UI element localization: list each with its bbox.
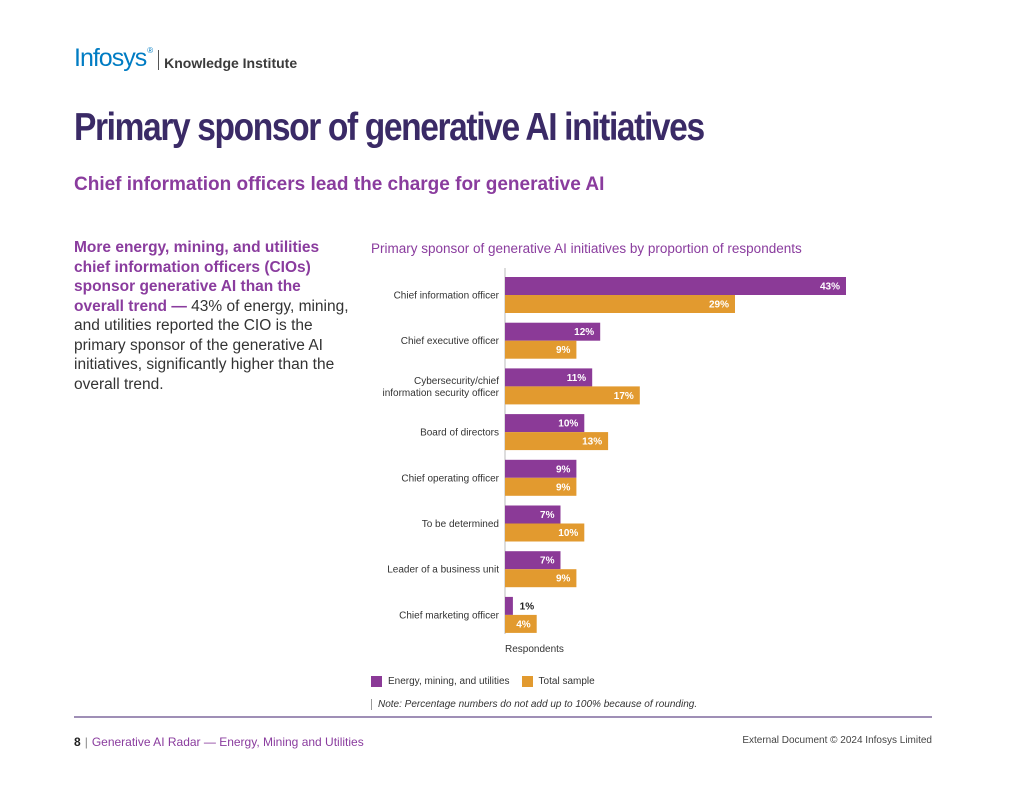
bar-energy	[505, 322, 601, 341]
note-marker	[371, 699, 372, 710]
chart-note: Note: Percentage numbers do not add up t…	[371, 699, 697, 710]
category-label-line: information security officer	[382, 388, 499, 399]
data-label-energy: 10%	[558, 419, 578, 430]
data-label-energy: 7%	[540, 556, 555, 567]
chart-title: Primary sponsor of generative AI initiat…	[371, 241, 802, 256]
x-axis-label: Respondents	[505, 644, 564, 655]
bar-total	[505, 340, 577, 359]
bar-energy	[505, 414, 585, 433]
data-label-energy: 9%	[556, 464, 571, 475]
page-subtitle: Chief information officers lead the char…	[74, 174, 605, 195]
data-label-total: 13%	[582, 437, 602, 448]
category-label-line: Chief executive officer	[401, 336, 500, 347]
bar-energy	[505, 596, 513, 615]
category-label: Chief marketing officer	[399, 610, 500, 621]
bar-total	[505, 477, 577, 496]
page-title: Primary sponsor of generative AI initiat…	[74, 106, 705, 149]
lead-highlight: More energy, mining, and utilities chief…	[74, 239, 320, 315]
bar-energy	[505, 505, 561, 524]
data-label-total: 17%	[614, 391, 634, 402]
data-label-total: 9%	[556, 574, 571, 585]
legend-label-energy: Energy, mining, and utilities	[388, 676, 510, 687]
legend-label-total: Total sample	[538, 676, 595, 687]
bar-energy	[505, 459, 577, 478]
category-label: Board of directors	[420, 428, 499, 439]
data-label-total: 9%	[556, 482, 571, 493]
category-label: Chief executive officer	[401, 336, 500, 347]
data-label-total: 9%	[556, 345, 571, 356]
category-label: Chief operating officer	[401, 473, 499, 484]
data-label-energy: 12%	[574, 327, 594, 338]
bar-chart: Chief information officer 43% 29% Chief exe…	[382, 268, 846, 655]
data-label-total: 29%	[709, 300, 729, 311]
lead-paragraph: More energy, mining, and utilities chief…	[74, 238, 349, 394]
legend-swatch-total	[521, 676, 533, 687]
infosys-logo: Infosys	[74, 44, 147, 72]
data-label-energy: 11%	[567, 373, 587, 384]
data-label-energy: 43%	[820, 282, 840, 293]
category-label: To be determined	[422, 519, 499, 530]
data-label-total: 10%	[558, 528, 578, 539]
category-label-line: Chief information officer	[394, 291, 500, 302]
legend-item-total: Total sample	[521, 676, 595, 687]
report-name: Generative AI Radar — Energy, Mining and…	[91, 735, 364, 749]
category-label-line: Leader of a business unit	[387, 565, 499, 576]
brand-divider	[158, 50, 160, 70]
bar-energy	[505, 551, 561, 570]
bar-total	[505, 386, 640, 405]
bar-total	[505, 569, 577, 588]
legend-swatch-energy	[371, 676, 382, 687]
data-label-energy: 7%	[540, 510, 555, 521]
data-label-total: 4%	[516, 619, 531, 630]
brand-unit: Knowledge Institute	[164, 55, 298, 71]
category-label-line: Cybersecurity/chief	[414, 376, 499, 387]
registered-mark: ®	[147, 46, 154, 55]
category-label-line: Chief marketing officer	[399, 610, 500, 621]
category-label: Cybersecurity/chief information security …	[382, 376, 499, 399]
footer-left: 8 | Generative AI Radar — Energy, Mining a…	[74, 735, 364, 749]
footer-divider	[74, 716, 932, 718]
bar-energy	[505, 368, 593, 387]
category-label: Chief information officer	[394, 291, 500, 302]
chart-legend: Energy, mining, and utilities Total samp…	[371, 676, 607, 687]
bar-total	[505, 523, 585, 542]
footer-separator: |	[84, 735, 88, 749]
note-text: Note: Percentage numbers do not add up t…	[378, 699, 698, 711]
bar-total	[505, 614, 537, 633]
category-label-line: To be determined	[422, 519, 499, 530]
bar-total	[505, 432, 609, 451]
legend-item-energy: Energy, mining, and utilities	[371, 676, 510, 687]
category-label: Leader of a business unit	[387, 565, 499, 576]
copyright: External Document © 2024 Infosys Limited	[742, 735, 932, 746]
category-label-line: Chief operating officer	[401, 473, 499, 484]
category-label-line: Board of directors	[420, 428, 499, 439]
bar-total	[505, 295, 735, 313]
page-number: 8	[74, 735, 81, 749]
brand-logo: Infosys ® Knowledge Institute	[74, 44, 298, 72]
bar-energy	[505, 277, 846, 295]
data-label-energy: 1%	[520, 601, 535, 612]
lead-text: 43% of energy, mining, and utilities rep…	[74, 297, 349, 393]
